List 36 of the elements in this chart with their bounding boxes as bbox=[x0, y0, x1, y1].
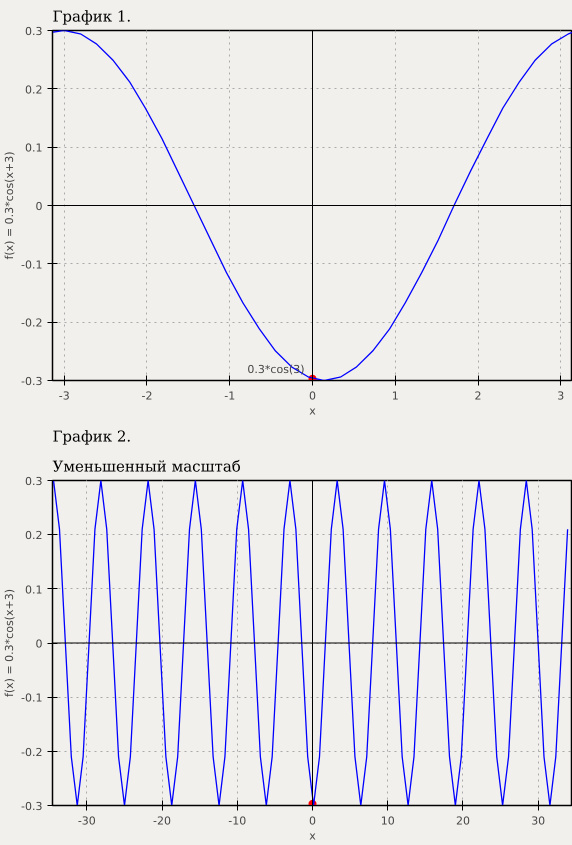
x-tick-label: -30 bbox=[78, 814, 96, 828]
y-tick-label: 0.3 bbox=[25, 475, 43, 488]
x-tick-label: -3 bbox=[58, 390, 70, 402]
chart-subtitle: Уменьшенный масштаб bbox=[52, 458, 241, 476]
y-tick-label: 0 bbox=[36, 638, 42, 650]
y-tick-label: -0.1 bbox=[21, 692, 43, 705]
y-tick-label: -0.1 bbox=[21, 258, 43, 272]
x-tick-label: -20 bbox=[153, 814, 172, 828]
y-tick-label: 0.1 bbox=[25, 583, 43, 596]
y-tick-label: 0.3 bbox=[25, 25, 43, 38]
x-tick-label: 0 bbox=[309, 390, 316, 402]
y-tick-label: -0.3 bbox=[21, 800, 43, 813]
y-tick-label: 0.2 bbox=[25, 83, 43, 96]
y-axis-title: f(x) = 0.3*cos(x+3) bbox=[3, 588, 16, 697]
x-tick-label: -10 bbox=[228, 814, 246, 828]
y-tick-label: -0.2 bbox=[21, 746, 43, 759]
x-tick-label: 3 bbox=[557, 390, 564, 402]
line-series bbox=[52, 480, 568, 806]
chart-title: График 2. bbox=[52, 428, 132, 446]
x-tick-label: 0 bbox=[309, 814, 316, 828]
x-tick-label: 2 bbox=[474, 390, 482, 402]
x-tick-label: 1 bbox=[392, 390, 399, 402]
y-tick-label: -0.3 bbox=[21, 375, 43, 388]
x-tick-label: 20 bbox=[456, 814, 470, 828]
chart-title: График 1. bbox=[52, 8, 132, 26]
x-axis-title: x bbox=[309, 404, 316, 418]
x-tick-label: -1 bbox=[224, 390, 236, 402]
y-tick-label: 0.2 bbox=[25, 529, 43, 542]
x-axis-title: x bbox=[309, 830, 316, 842]
x-tick-label: 30 bbox=[531, 814, 546, 828]
x-tick-label: 10 bbox=[380, 814, 395, 828]
y-tick-label: 0.1 bbox=[25, 142, 43, 155]
y-tick-label: 0 bbox=[36, 200, 42, 213]
x-tick-label: -2 bbox=[141, 390, 152, 402]
y-tick-label: -0.2 bbox=[21, 316, 43, 330]
y-axis-title: f(x) = 0.3*cos(x+3) bbox=[3, 151, 16, 260]
